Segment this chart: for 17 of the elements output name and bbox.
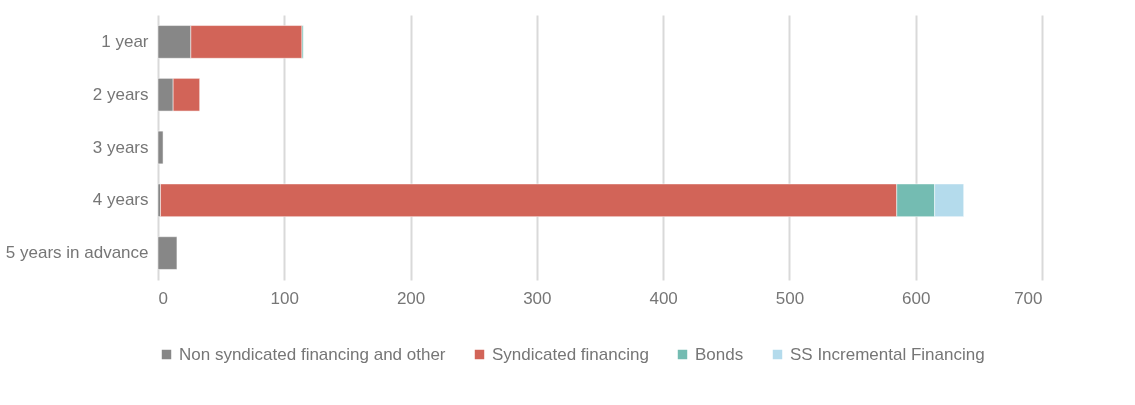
y-tick-label: 2 years [92,84,149,104]
x-tick-label: 100 [270,288,299,308]
legend-label: Syndicated financing [492,344,649,364]
y-tick-label: 5 years in advance [5,243,149,263]
y-tick-label: 3 years [92,137,149,157]
legend-label: SS Incremental Financing [790,344,985,364]
x-tick-label: 400 [649,288,678,308]
x-tick-label: 0 [158,288,168,308]
x-tick-label: 200 [396,288,426,308]
x-tick-label: 500 [775,288,805,308]
legend-label: Non syndicated financing and other [179,344,446,364]
x-tick-label: 700 [1014,288,1043,308]
x-tick-label: 300 [523,288,552,308]
y-tick-label: 4 years [92,190,149,210]
legend-label: Bonds [695,344,744,364]
y-tick-label: 1 year [101,31,149,51]
x-tick-label: 600 [902,288,931,308]
